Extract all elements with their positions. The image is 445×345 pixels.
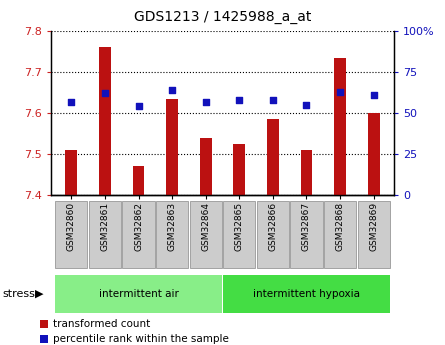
- Bar: [368, 113, 380, 195]
- FancyBboxPatch shape: [55, 201, 88, 268]
- Text: stress: stress: [2, 289, 35, 299]
- Text: GSM32861: GSM32861: [101, 202, 109, 251]
- Point: [68, 99, 75, 104]
- Point: [135, 104, 142, 109]
- FancyBboxPatch shape: [357, 201, 390, 268]
- Point: [101, 91, 109, 96]
- FancyBboxPatch shape: [223, 201, 255, 268]
- Point: [370, 92, 377, 98]
- Text: intermittent hypoxia: intermittent hypoxia: [253, 289, 360, 299]
- Bar: [200, 138, 211, 195]
- Text: GSM32866: GSM32866: [268, 202, 277, 251]
- Bar: [301, 150, 312, 195]
- Text: GSM32863: GSM32863: [168, 202, 177, 251]
- Bar: [65, 150, 77, 195]
- Bar: [166, 99, 178, 195]
- Point: [202, 99, 209, 104]
- FancyBboxPatch shape: [290, 201, 323, 268]
- Point: [269, 97, 276, 103]
- FancyBboxPatch shape: [324, 201, 356, 268]
- Text: GSM32869: GSM32869: [369, 202, 378, 251]
- FancyBboxPatch shape: [89, 201, 121, 268]
- Point: [169, 87, 176, 93]
- Text: GSM32865: GSM32865: [235, 202, 244, 251]
- Text: GSM32862: GSM32862: [134, 202, 143, 251]
- Text: percentile rank within the sample: percentile rank within the sample: [53, 334, 228, 344]
- Text: transformed count: transformed count: [53, 319, 150, 329]
- Text: intermittent air: intermittent air: [99, 289, 178, 299]
- FancyBboxPatch shape: [257, 201, 289, 268]
- FancyBboxPatch shape: [122, 201, 155, 268]
- Bar: [234, 144, 245, 195]
- Text: GDS1213 / 1425988_a_at: GDS1213 / 1425988_a_at: [134, 10, 311, 24]
- Bar: [267, 119, 279, 195]
- Text: ▶: ▶: [35, 289, 44, 299]
- Bar: [334, 58, 346, 195]
- FancyBboxPatch shape: [55, 275, 222, 313]
- Text: GSM32868: GSM32868: [336, 202, 344, 251]
- Point: [303, 102, 310, 108]
- Text: GSM32867: GSM32867: [302, 202, 311, 251]
- Text: GSM32860: GSM32860: [67, 202, 76, 251]
- FancyBboxPatch shape: [156, 201, 188, 268]
- Point: [236, 97, 243, 103]
- Bar: [133, 166, 144, 195]
- FancyBboxPatch shape: [190, 201, 222, 268]
- Bar: [99, 48, 111, 195]
- Text: GSM32864: GSM32864: [201, 202, 210, 251]
- FancyBboxPatch shape: [223, 275, 390, 313]
- Point: [336, 89, 344, 95]
